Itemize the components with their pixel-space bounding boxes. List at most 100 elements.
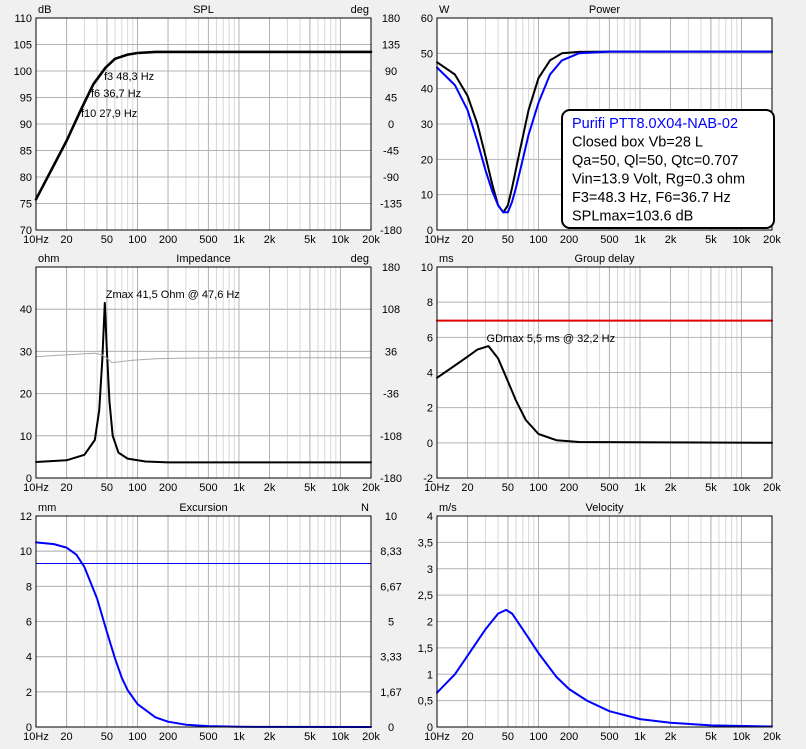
y2-tick-label: 6,67: [380, 581, 401, 593]
y2-tick-label: 108: [382, 304, 400, 316]
y-tick-label: 6: [26, 617, 32, 629]
grid-major: [437, 516, 772, 727]
y-tick-label: 0: [427, 722, 433, 734]
series-line-0: [436, 50, 773, 214]
x-tick-label: 5k: [304, 482, 316, 494]
info-box-line: Closed box Vb=28 L: [572, 135, 703, 151]
y-tick-label: 110: [14, 13, 32, 25]
plot-frame: [436, 266, 773, 479]
annotation-label: f3 48,3 Hz: [104, 71, 154, 83]
right-unit-label: N: [361, 502, 369, 514]
x-tick-label: 200: [560, 482, 578, 494]
y-tick-label: 100: [14, 66, 32, 78]
y-tick-label: 40: [421, 84, 433, 96]
grid-major: [36, 267, 371, 478]
y-tick-label: 50: [421, 48, 433, 60]
y2-tick-label: 180: [382, 13, 400, 25]
y-tick-label: 80: [20, 172, 32, 184]
y2-tick-label: 135: [382, 40, 400, 52]
y-tick-label: 4: [427, 368, 433, 380]
y-tick-label: 12: [20, 511, 32, 523]
y-tick-label: 10: [421, 262, 433, 274]
x-tick-label: 10Hz: [424, 731, 450, 743]
x-tick-label: 1k: [233, 731, 245, 743]
left-unit-label: W: [439, 4, 450, 16]
x-tick-label: 50: [502, 234, 514, 246]
x-tick-label: 100: [529, 731, 547, 743]
x-tick-label: 20k: [362, 731, 380, 743]
chart-velocity: 10Hz 20 50 100 200 500 1k 2k 5k 10k 20k 0 0,5 1 1,5 2 2,…: [418, 502, 782, 743]
left-unit-label: dB: [38, 4, 51, 16]
plot-frame: [35, 266, 372, 479]
x-tick-label: 50: [502, 482, 514, 494]
x-tick-label: 500: [199, 234, 217, 246]
x-tick-label: 500: [600, 731, 618, 743]
y2-tick-label: 36: [385, 346, 397, 358]
y2-tick-label: 0: [388, 119, 394, 131]
x-tick-label: 200: [560, 234, 578, 246]
grid-major: [36, 18, 371, 230]
chart-title: SPL: [193, 4, 214, 16]
y-tick-label: 2: [26, 687, 32, 699]
y-tick-label: 3: [427, 564, 433, 576]
x-tick-label: 1k: [634, 482, 646, 494]
x-tick-label: 10k: [733, 482, 751, 494]
y-tick-label: 20: [20, 389, 32, 401]
right-unit-label: deg: [351, 253, 369, 265]
x-tick-label: 200: [560, 731, 578, 743]
y-tick-label: 30: [20, 346, 32, 358]
series-line-1: [35, 352, 372, 363]
y2-tick-label: -180: [380, 225, 402, 237]
x-tick-label: 10Hz: [424, 482, 450, 494]
y-tick-label: 8: [26, 581, 32, 593]
left-unit-label: mm: [38, 502, 56, 514]
y-tick-label: 70: [20, 225, 32, 237]
x-tick-label: 10Hz: [23, 234, 49, 246]
series-line-0: [35, 301, 372, 464]
x-tick-label: 20: [60, 234, 72, 246]
x-tick-label: 2k: [264, 731, 276, 743]
x-tick-label: 200: [159, 482, 177, 494]
y-tick-label: 2: [427, 617, 433, 629]
x-tick-label: 10k: [332, 234, 350, 246]
x-tick-label: 5k: [705, 234, 717, 246]
y-tick-label: 4: [427, 511, 433, 523]
x-tick-label: 200: [159, 731, 177, 743]
x-tick-label: 5k: [304, 731, 316, 743]
y-tick-label: 0: [427, 225, 433, 237]
y-tick-label: 0,5: [418, 696, 433, 708]
x-tick-label: 50: [101, 234, 113, 246]
x-tick-label: 10k: [332, 731, 350, 743]
info-box-line: Qa=50, Ql=50, Qtc=0.707: [572, 153, 738, 169]
y-tick-label: 0: [427, 438, 433, 450]
x-tick-label: 2k: [264, 234, 276, 246]
chart-excursion: 10Hz 20 50 100 200 500 1k 2k 5k 10k 20k 0 2 4 6 8 10 12 0 1…: [20, 502, 402, 743]
y-tick-label: 75: [20, 199, 32, 211]
y2-tick-label: 90: [385, 66, 397, 78]
x-tick-label: 20k: [763, 482, 781, 494]
x-tick-label: 20: [60, 482, 72, 494]
x-tick-label: 20k: [763, 234, 781, 246]
x-tick-label: 500: [600, 234, 618, 246]
x-tick-label: 20: [461, 731, 473, 743]
x-tick-label: 10Hz: [424, 234, 450, 246]
x-tick-label: 100: [529, 234, 547, 246]
info-box-line: SPLmax=103.6 dB: [572, 209, 693, 225]
info-box-line: F3=48.3 Hz, F6=36.7 Hz: [572, 190, 731, 206]
y-tick-label: 3,5: [418, 537, 433, 549]
chart-power: 10Hz 20 50 100 200 500 1k 2k 5k 10k 20k 0 10 20 30 40 50…: [421, 4, 782, 246]
plot-frame: [35, 515, 372, 728]
y-tick-label: 2,5: [418, 590, 433, 602]
y-tick-label: 0: [26, 722, 32, 734]
y-tick-label: -2: [423, 473, 433, 485]
x-tick-label: 5k: [304, 234, 316, 246]
y2-tick-label: 0: [388, 722, 394, 734]
x-tick-label: 20: [461, 482, 473, 494]
y-tick-label: 10: [20, 546, 32, 558]
y-tick-label: 60: [421, 13, 433, 25]
x-tick-label: 100: [128, 482, 146, 494]
series-line-1: [436, 50, 773, 214]
y2-tick-label: -180: [380, 473, 402, 485]
y-tick-label: 8: [427, 297, 433, 309]
